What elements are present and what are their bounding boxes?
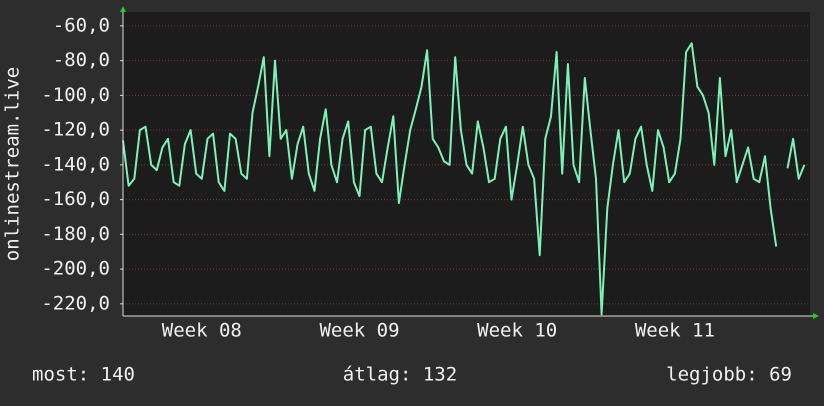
- x-tick-label: Week 10: [477, 320, 557, 342]
- y-tick-label: -100,0: [41, 84, 110, 106]
- x-tick-label: Week 08: [162, 320, 242, 342]
- y-tick-label: -80,0: [53, 49, 110, 71]
- stat-best: legjobb: 69: [666, 364, 792, 386]
- x-tick-label: Week 09: [319, 320, 399, 342]
- plot: [122, 25, 810, 316]
- y-tick-label: -200,0: [41, 258, 110, 280]
- y-tick-label: -120,0: [41, 119, 110, 141]
- data-line: [122, 42, 806, 316]
- y-tick-label: -140,0: [41, 153, 110, 175]
- y-axis-label: onlinestream.live: [2, 67, 24, 261]
- y-tick-label: -220,0: [41, 292, 110, 314]
- y-tick-label: -180,0: [41, 223, 110, 245]
- y-arrow: [120, 6, 126, 12]
- y-tick-label: -60,0: [53, 14, 110, 36]
- x-arrow: [813, 313, 819, 319]
- stat-current: most: 140: [32, 364, 135, 386]
- y-tick-label: -160,0: [41, 188, 110, 210]
- stat-average: átlag: 132: [343, 364, 457, 386]
- x-tick-label: Week 11: [635, 320, 715, 342]
